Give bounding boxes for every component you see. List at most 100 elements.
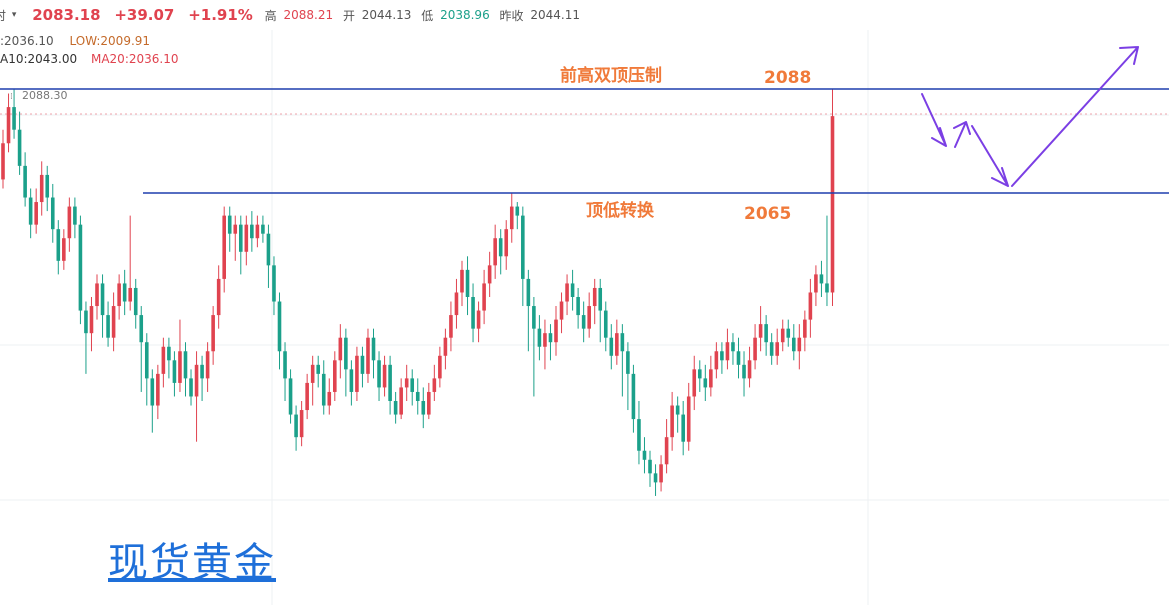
candle-body [532, 306, 536, 329]
price-change: +39.07 [114, 6, 175, 24]
candle-body [338, 337, 343, 361]
candle-body [100, 283, 105, 316]
candle-body [156, 373, 160, 406]
candle-body [736, 351, 741, 365]
candle-body [592, 287, 597, 307]
candle-body [493, 238, 497, 266]
high-label: 高 [264, 8, 277, 23]
candle-body [67, 206, 72, 239]
candle-body [686, 396, 691, 442]
candle-body [803, 319, 807, 338]
high-value: 2088.21 [283, 8, 334, 22]
candle-body [12, 107, 16, 130]
candle-body [664, 437, 669, 465]
candle-body [642, 450, 647, 460]
caret-down-icon[interactable]: ▾ [11, 10, 17, 20]
open-label: 开 [342, 8, 355, 23]
price-tag-marker: ⁞ [10, 92, 13, 102]
candle-body [603, 310, 608, 338]
candle-body [1, 143, 5, 180]
candle-body [460, 269, 464, 293]
candle-body [504, 229, 509, 257]
candle-body [758, 324, 763, 338]
candle-body [648, 459, 652, 474]
low-indicator: LOW:2009.91 [69, 34, 151, 48]
price-change-pct: +1.91% [188, 6, 253, 24]
candle-body [482, 283, 486, 311]
candle-body [731, 342, 735, 352]
candle-body [421, 401, 426, 415]
candle-body [791, 337, 796, 352]
candle-body [559, 301, 564, 320]
candle-body [797, 337, 802, 352]
candle-body [526, 278, 531, 307]
candle-body [725, 342, 730, 361]
candle-body [360, 355, 365, 374]
candle-body [476, 310, 481, 329]
candle-body [56, 229, 61, 261]
candle-body [333, 360, 337, 392]
candle-body [106, 315, 110, 338]
candle-body [404, 378, 409, 388]
candle-body [89, 306, 94, 334]
candle-body [808, 292, 813, 320]
candle-body [670, 405, 674, 438]
candle-body [305, 382, 309, 411]
candle-body [299, 410, 304, 438]
candle-body [139, 315, 144, 343]
annotation-support-text: 顶低转换 [586, 200, 655, 221]
candle-body [692, 369, 697, 397]
candle-body [753, 337, 757, 361]
candle-body [498, 238, 503, 257]
candle-body [144, 342, 149, 379]
open-value: 2044.13 [361, 8, 412, 22]
candle-body [427, 391, 431, 415]
last-price: 2083.18 [32, 6, 101, 24]
candle-body [576, 297, 580, 316]
candle-body [111, 306, 116, 338]
candle-body [393, 401, 398, 415]
candle-body [709, 369, 713, 388]
candle-body [283, 351, 287, 379]
candle-body [244, 224, 249, 252]
candle-body [178, 351, 182, 383]
candle-body [554, 319, 558, 343]
candle-body [183, 351, 188, 379]
candle-body [581, 315, 586, 329]
candle-body [509, 206, 514, 230]
candle-body [84, 310, 88, 334]
candle-body [570, 283, 575, 297]
candle-body [6, 107, 11, 144]
candle-body [200, 364, 204, 379]
watermark-title: 现货黄金 [108, 540, 276, 586]
candle-body [272, 265, 276, 302]
candle-body [443, 337, 448, 356]
candle-body [39, 174, 44, 203]
period-label[interactable]: 时 [0, 8, 7, 23]
candle-body [28, 197, 33, 225]
candle-body [399, 387, 403, 415]
candle-body [355, 355, 359, 392]
candle-body [23, 165, 27, 198]
candle-body [50, 197, 55, 230]
candle-body [233, 224, 238, 234]
candle-body [742, 364, 746, 379]
prev-close-label: 昨收 [499, 8, 524, 23]
candle-body [814, 274, 818, 293]
candle-body [366, 337, 370, 374]
candle-body [321, 373, 326, 406]
candle-body [78, 224, 83, 311]
candle-body [449, 315, 453, 338]
candle-body [786, 328, 791, 338]
candle-body [128, 287, 132, 302]
candle-body [316, 364, 321, 374]
candle-body [122, 283, 127, 302]
candle-body [819, 274, 824, 284]
candle-body [780, 328, 785, 343]
annotation-resistance-value: 2088 [764, 68, 811, 88]
candle-body [133, 287, 138, 316]
candle-body [515, 206, 520, 216]
candle-body [653, 473, 658, 483]
candle-body [769, 342, 774, 356]
